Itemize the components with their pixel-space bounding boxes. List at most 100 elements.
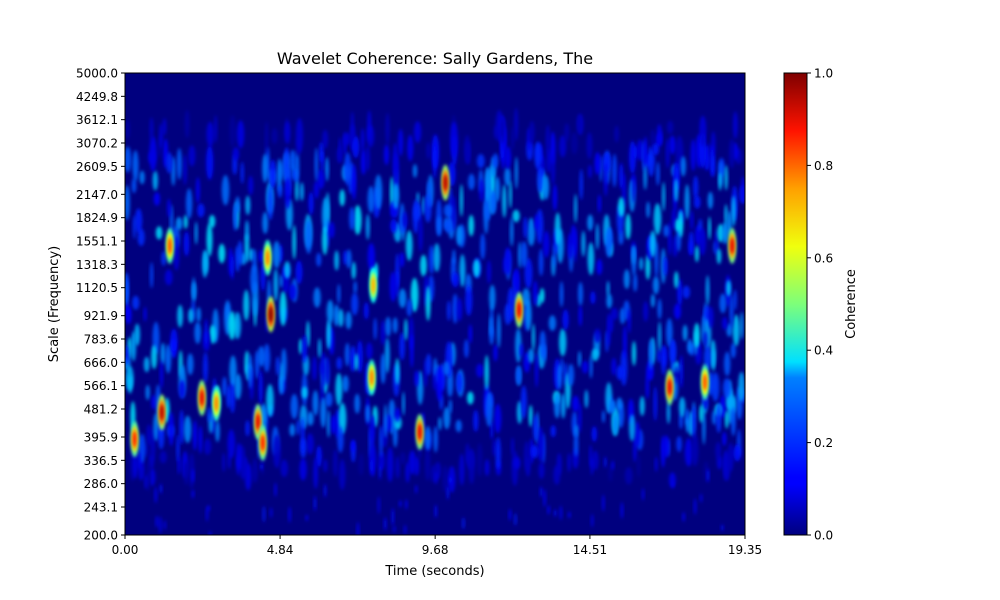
coherence-cell bbox=[468, 214, 475, 237]
coherence-cell bbox=[155, 515, 159, 528]
coherence-cell bbox=[606, 293, 613, 309]
coherence-cell bbox=[616, 397, 623, 410]
coherence-cell bbox=[705, 275, 710, 306]
coherence-cell bbox=[143, 356, 150, 373]
coherence-cell bbox=[691, 434, 699, 467]
coherence-cell bbox=[633, 273, 638, 292]
hotspot bbox=[265, 249, 270, 266]
coherence-cell bbox=[595, 223, 600, 250]
coherence-cell bbox=[414, 370, 419, 387]
coherence-cell bbox=[125, 345, 129, 365]
coherence-cell bbox=[251, 458, 259, 483]
coherence-cell bbox=[648, 339, 654, 370]
coherence-cell bbox=[153, 413, 160, 441]
coherence-cell bbox=[248, 175, 254, 195]
coherence-cell bbox=[162, 118, 167, 136]
coherence-cell bbox=[552, 184, 558, 211]
coherence-cell bbox=[468, 448, 475, 485]
coherence-cell bbox=[524, 257, 533, 289]
coherence-cell bbox=[473, 259, 480, 278]
coherence-cell bbox=[442, 465, 449, 493]
coherence-cell bbox=[301, 386, 308, 399]
y-tick-label: 2609.5 bbox=[76, 160, 118, 174]
coherence-cell bbox=[618, 197, 625, 217]
coherence-cell bbox=[433, 426, 439, 453]
coherence-cell bbox=[508, 180, 512, 209]
coherence-cell bbox=[179, 409, 184, 445]
coherence-cell bbox=[448, 161, 456, 187]
coherence-cell bbox=[367, 243, 375, 271]
coherence-cell bbox=[627, 308, 631, 334]
coherence-cell bbox=[710, 145, 715, 177]
coherence-cell bbox=[523, 441, 531, 471]
coherence-cell bbox=[165, 344, 172, 374]
hotspot bbox=[702, 374, 707, 391]
coherence-cell bbox=[528, 405, 533, 427]
coherence-cell bbox=[398, 128, 404, 157]
coherence-cell bbox=[698, 228, 707, 256]
coherence-cell bbox=[461, 517, 465, 530]
coherence-cell bbox=[731, 406, 736, 437]
coherence-cell bbox=[714, 229, 719, 256]
coherence-cell bbox=[468, 324, 473, 344]
coherence-cell bbox=[496, 313, 501, 348]
coherence-cell bbox=[352, 136, 360, 159]
coherence-cell bbox=[306, 433, 314, 455]
coherence-cell bbox=[405, 230, 413, 261]
coherence-cell bbox=[662, 435, 670, 458]
coherence-cell bbox=[313, 457, 319, 489]
coherence-cell bbox=[334, 250, 339, 271]
coherence-cell bbox=[308, 191, 314, 215]
coherence-cell bbox=[336, 357, 343, 370]
coherence-cell bbox=[209, 325, 216, 344]
coherence-cell bbox=[727, 442, 734, 472]
coherence-cell bbox=[424, 447, 431, 481]
coherence-cell bbox=[624, 467, 633, 485]
coherence-cell bbox=[178, 380, 186, 399]
coherence-cell bbox=[718, 172, 722, 191]
coherence-cell bbox=[280, 459, 289, 478]
coherence-cell bbox=[131, 331, 137, 362]
coherence-cell bbox=[479, 178, 484, 202]
coherence-cell bbox=[674, 271, 679, 289]
coherence-cell bbox=[143, 306, 147, 322]
coherence-cell bbox=[693, 175, 699, 199]
coherence-cell bbox=[443, 361, 450, 376]
coherence-cell bbox=[289, 149, 296, 171]
coherence-cell bbox=[678, 397, 686, 418]
coherence-cell bbox=[173, 236, 180, 271]
coherence-cell bbox=[534, 214, 539, 231]
chart-title: Wavelet Coherence: Sally Gardens, The bbox=[277, 49, 593, 68]
coherence-cell bbox=[581, 360, 589, 374]
coherence-cell bbox=[684, 438, 693, 467]
coherence-cell bbox=[245, 420, 250, 437]
coherence-cell bbox=[456, 225, 463, 246]
coherence-cell bbox=[183, 154, 187, 185]
hotspot bbox=[417, 423, 422, 440]
coherence-cell bbox=[300, 417, 305, 454]
coherence-cell bbox=[125, 273, 129, 307]
coherence-cell bbox=[206, 145, 214, 180]
coherence-cell bbox=[196, 307, 202, 322]
coherence-cell bbox=[267, 185, 274, 221]
y-tick-label: 1551.1 bbox=[76, 234, 118, 248]
coherence-cell bbox=[214, 115, 218, 143]
coherence-cell bbox=[601, 494, 605, 512]
coherence-cell bbox=[611, 357, 617, 376]
coherence-cell bbox=[125, 146, 132, 173]
coherence-cell bbox=[660, 248, 666, 284]
coherence-cell bbox=[492, 438, 497, 457]
coherence-cell bbox=[229, 115, 236, 148]
coherence-cell bbox=[338, 309, 344, 327]
coherence-cell bbox=[662, 182, 666, 212]
coherence-cell bbox=[137, 451, 141, 470]
coherence-cell bbox=[369, 414, 376, 446]
coherence-cell bbox=[539, 288, 545, 303]
coherence-cell bbox=[227, 452, 231, 469]
coherence-cell bbox=[444, 219, 453, 233]
coherence-cell bbox=[274, 482, 277, 497]
coherence-cell bbox=[722, 378, 731, 399]
coherence-cell bbox=[320, 150, 324, 171]
coherence-cell bbox=[257, 346, 266, 367]
coherence-cell bbox=[494, 176, 500, 202]
